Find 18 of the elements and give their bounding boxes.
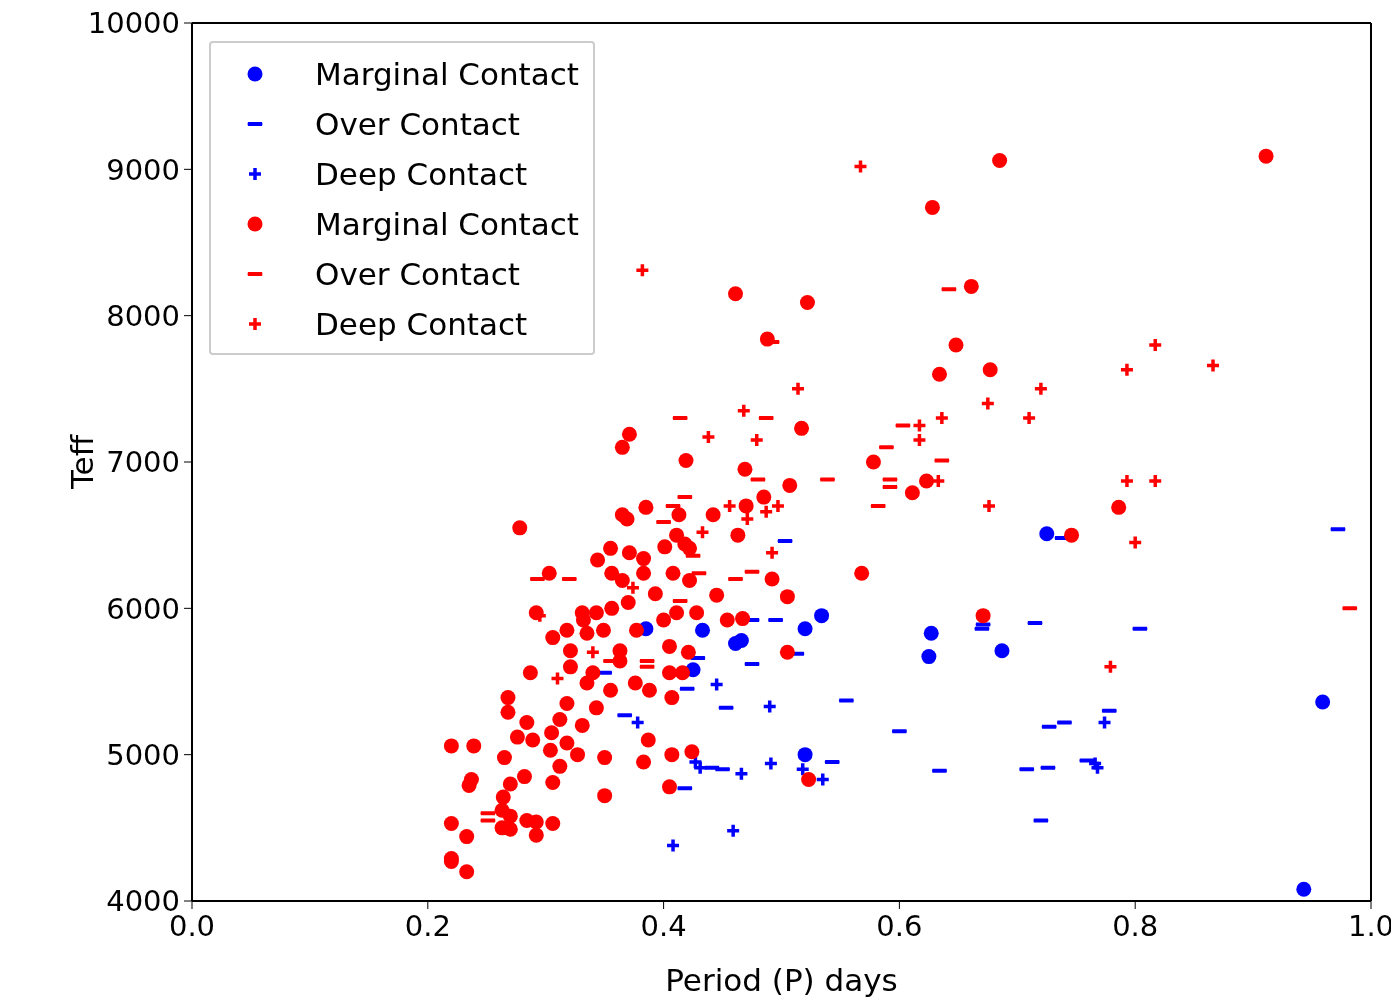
legend-label: Marginal Contact	[315, 206, 579, 242]
legend-label: Over Contact	[315, 106, 521, 142]
y-tick-label: 7000	[106, 445, 180, 480]
x-tick-label: 0.8	[1112, 908, 1159, 943]
legend-label: Marginal Contact	[315, 56, 579, 92]
y-tick-label: 8000	[106, 298, 180, 333]
x-tick-label: 0.4	[640, 908, 687, 943]
y-tick-label: 5000	[106, 737, 180, 772]
y-tick-label: 6000	[106, 591, 180, 626]
x-tick-label: 0.2	[404, 908, 451, 943]
y-tick-label: 9000	[106, 152, 180, 187]
legend-label: Deep Contact	[315, 306, 528, 342]
x-tick-label: 0.6	[876, 908, 923, 943]
legend-label: Over Contact	[315, 256, 521, 292]
legend-label: Deep Contact	[315, 156, 528, 192]
y-tick-label: 10000	[87, 6, 180, 41]
y-axis-title: Teff	[64, 434, 101, 491]
x-axis-title: Period (P) days	[665, 962, 898, 998]
